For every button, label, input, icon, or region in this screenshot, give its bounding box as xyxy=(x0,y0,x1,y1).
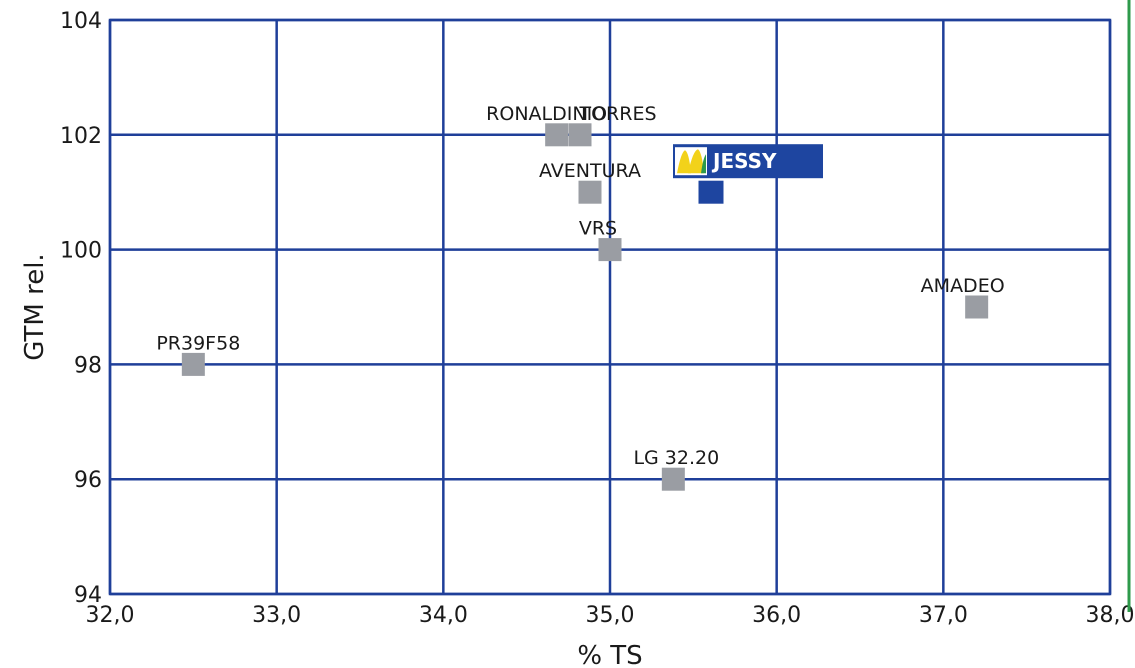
y-tick-label: 102 xyxy=(60,124,102,149)
point-marker xyxy=(545,123,569,147)
point-label-highlight: JESSY xyxy=(711,149,777,173)
point-marker xyxy=(598,238,622,262)
grid-lines xyxy=(108,18,1112,596)
corn-logo-icon xyxy=(675,147,707,176)
point-label: RONALDINIO xyxy=(486,103,607,125)
x-tick-label: 38,0 xyxy=(1086,603,1135,628)
point-marker xyxy=(181,352,205,376)
y-tick-label: 94 xyxy=(74,583,102,608)
point-label: LG 32.20 xyxy=(633,447,719,469)
x-axis-ticks: 32,0 33,0 34,0 35,0 36,0 37,0 38,0 xyxy=(86,603,1135,628)
point-label: AMADEO xyxy=(921,275,1005,297)
point-marker xyxy=(568,123,592,147)
point-marker xyxy=(965,295,989,319)
point-marker-highlight xyxy=(698,180,724,204)
x-tick-label: 32,0 xyxy=(86,603,135,628)
y-tick-label: 96 xyxy=(74,468,102,493)
x-tick-label: 37,0 xyxy=(919,603,968,628)
y-axis-ticks: 94 96 98 100 102 104 xyxy=(60,9,102,608)
point-label: VRS xyxy=(579,218,617,240)
point-label: PR39F58 xyxy=(156,332,240,354)
x-tick-label: 36,0 xyxy=(752,603,801,628)
point-label: TORRES xyxy=(578,103,656,125)
y-tick-label: 104 xyxy=(60,9,102,34)
x-tick-label: 34,0 xyxy=(419,603,468,628)
point-marker xyxy=(578,180,602,204)
y-tick-label: 100 xyxy=(60,239,102,264)
y-tick-label: 98 xyxy=(74,353,102,378)
x-axis-title: % TS xyxy=(577,641,642,668)
point-marker xyxy=(661,467,685,491)
x-tick-label: 35,0 xyxy=(586,603,635,628)
point-label: AVENTURA xyxy=(539,160,641,182)
x-tick-label: 33,0 xyxy=(252,603,301,628)
y-axis-title: GTM rel. xyxy=(20,253,50,360)
